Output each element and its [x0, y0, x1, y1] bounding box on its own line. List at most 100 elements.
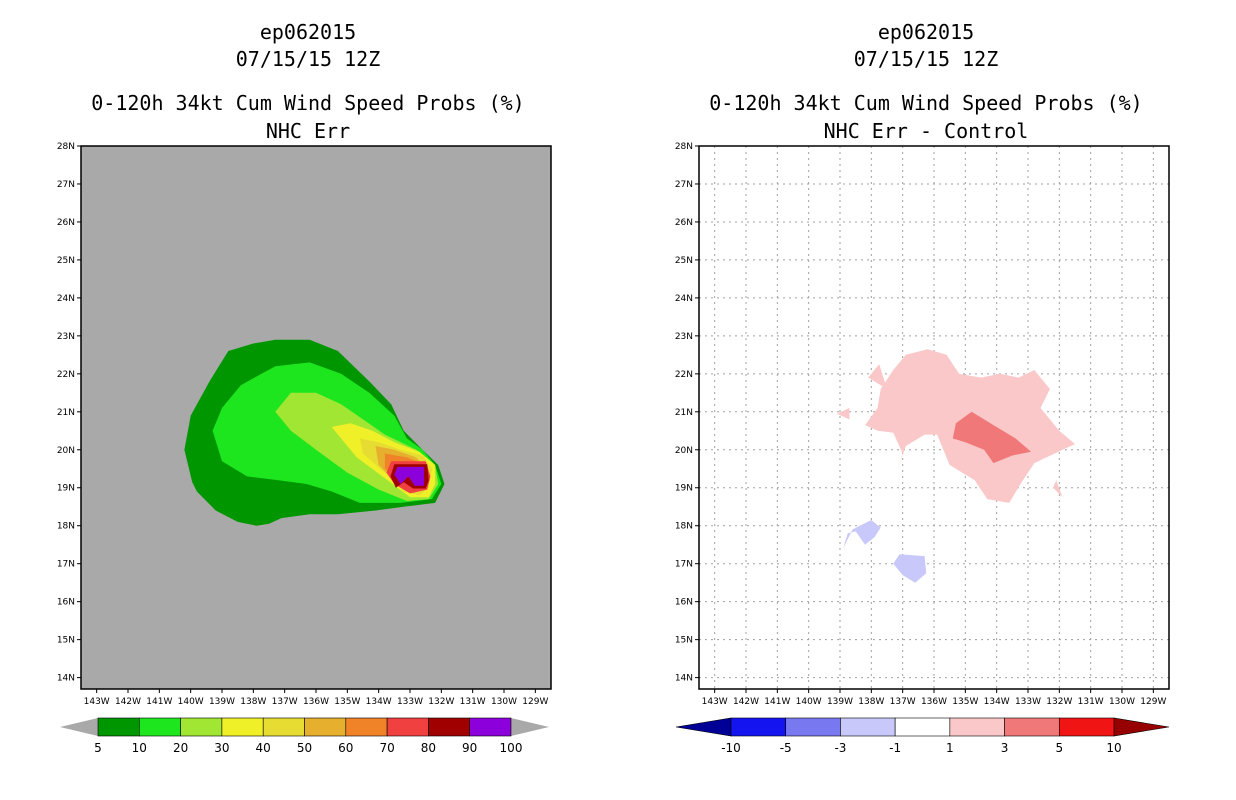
colorbar-1: -10 -5 -3 -1 1 3 5 10: [675, 717, 1170, 755]
colorbar-label: 20: [173, 741, 188, 755]
left-title-line-3: 0-120h 34kt Cum Wind Speed Probs (%): [91, 91, 525, 115]
y-tick-label: 24N: [675, 294, 693, 304]
colorbar-under-arrow: [60, 718, 98, 736]
colorbar-label: -10: [721, 741, 741, 755]
y-tick-label: 15N: [57, 636, 75, 646]
colorbar-swatch: [304, 717, 347, 737]
x-tick-label: 143W: [84, 697, 110, 707]
colorbar-swatch: [428, 717, 470, 737]
x-tick-label: 131W: [460, 697, 486, 707]
colorbar-label: -5: [780, 741, 792, 755]
y-tick-label: 22N: [675, 370, 693, 380]
left-title-line-4: NHC Err: [265, 119, 351, 143]
y-tick-label: 21N: [675, 408, 693, 418]
colorbar-under-arrow: [675, 717, 732, 737]
y-tick-label: 18N: [675, 522, 693, 532]
colorbar-label: -1: [889, 741, 901, 755]
colorbar-swatch: [469, 717, 512, 737]
y-tick-label: 26N: [675, 218, 693, 228]
contour-3: [952, 411, 1032, 464]
panel-1: 28N 27N 26N 25N 24N 23N 22N 21N 20N 19N 18N 17N 16N 1…: [675, 142, 1170, 755]
colorbar-label: 1: [946, 741, 954, 755]
colorbar-label: 10: [1106, 741, 1121, 755]
contour-1: [868, 364, 887, 389]
colorbar-swatch: [221, 717, 264, 737]
y-tick-label: 19N: [57, 484, 75, 494]
x-tick-label: 133W: [1015, 697, 1041, 707]
y-tick-label: 17N: [57, 560, 75, 570]
panel-0: 28N 27N 26N 25N 24N 23N 22N 21N 20N 19N 18N 17N 16N 1…: [57, 142, 552, 755]
y-tick-label: 15N: [675, 636, 693, 646]
x-tick-label: 133W: [397, 697, 423, 707]
x-tick-label: 130W: [1109, 697, 1135, 707]
colorbar-swatch: [180, 717, 223, 737]
colorbar-0: 5 10 20 30 40 50 60 70 80 90 100: [60, 717, 549, 755]
x-tick-label: 142W: [733, 697, 759, 707]
x-tick-label: 139W: [827, 697, 853, 707]
colorbar-swatch: [949, 717, 1005, 737]
x-tick-label: 134W: [984, 697, 1010, 707]
x-tick-label: 136W: [921, 697, 947, 707]
x-tick-label: 141W: [146, 697, 172, 707]
colorbar-swatch: [345, 717, 388, 737]
contour--1: [893, 554, 927, 583]
x-tick-label: 135W: [334, 697, 360, 707]
x-tick-label: 129W: [522, 697, 548, 707]
colorbar-swatch: [386, 717, 429, 737]
x-tick-label: 140W: [796, 697, 822, 707]
colorbar-swatch: [840, 717, 896, 737]
right-title-line-1: ep062015: [877, 20, 975, 44]
y-tick-label: 22N: [57, 370, 75, 380]
y-tick-label: 25N: [57, 256, 75, 266]
x-tick-label: 143W: [702, 697, 728, 707]
y-tick-label: 24N: [57, 294, 75, 304]
colorbar-label: 5: [1055, 741, 1063, 755]
x-tick-label: 135W: [952, 697, 978, 707]
left-title-line-1: ep062015: [259, 20, 357, 44]
right-title-line-2: 07/15/15 12Z: [853, 47, 999, 71]
colorbar-swatch: [785, 717, 841, 737]
x-tick-label: 130W: [491, 697, 517, 707]
y-tick-label: 14N: [675, 674, 693, 684]
y-tick-label: 23N: [57, 332, 75, 342]
y-tick-label: 14N: [57, 674, 75, 684]
colorbar-swatch: [262, 717, 305, 737]
colorbar-over-arrow: [511, 718, 549, 736]
colorbar-swatch: [894, 717, 951, 737]
x-tick-label: 132W: [428, 697, 454, 707]
contour-90: [394, 466, 425, 486]
contour-1: [836, 408, 850, 420]
y-tick-label: 25N: [675, 256, 693, 266]
colorbar-label: 5: [94, 741, 102, 755]
right-title-line-4: NHC Err - Control: [823, 119, 1029, 143]
x-tick-label: 139W: [209, 697, 235, 707]
left-title-line-2: 07/15/15 12Z: [235, 47, 381, 71]
x-tick-label: 131W: [1078, 697, 1104, 707]
y-tick-label: 16N: [57, 598, 75, 608]
colorbar-swatch: [1004, 717, 1060, 737]
y-tick-label: 20N: [57, 446, 75, 456]
colorbar-over-arrow: [1113, 717, 1170, 737]
colorbar-label: 80: [421, 741, 436, 755]
colorbar-label: 60: [338, 741, 353, 755]
colorbar-label: 30: [214, 741, 229, 755]
colorbar-label: 40: [256, 741, 271, 755]
y-tick-label: 27N: [57, 180, 75, 190]
colorbar-swatch: [97, 717, 140, 737]
x-tick-label: 138W: [240, 697, 266, 707]
colorbar-label: 10: [132, 741, 147, 755]
x-tick-label: 134W: [366, 697, 392, 707]
x-tick-label: 136W: [303, 697, 329, 707]
colorbar-label: 50: [297, 741, 312, 755]
y-tick-label: 17N: [675, 560, 693, 570]
y-tick-label: 21N: [57, 408, 75, 418]
y-tick-label: 28N: [675, 142, 693, 152]
y-tick-label: 18N: [57, 522, 75, 532]
y-tick-label: 20N: [675, 446, 693, 456]
colorbar-label: 70: [379, 741, 394, 755]
colorbar-label: 3: [1001, 741, 1009, 755]
y-tick-label: 27N: [675, 180, 693, 190]
contour--1: [843, 520, 881, 549]
colorbar-label: 90: [462, 741, 477, 755]
colorbar-swatch: [139, 717, 181, 737]
